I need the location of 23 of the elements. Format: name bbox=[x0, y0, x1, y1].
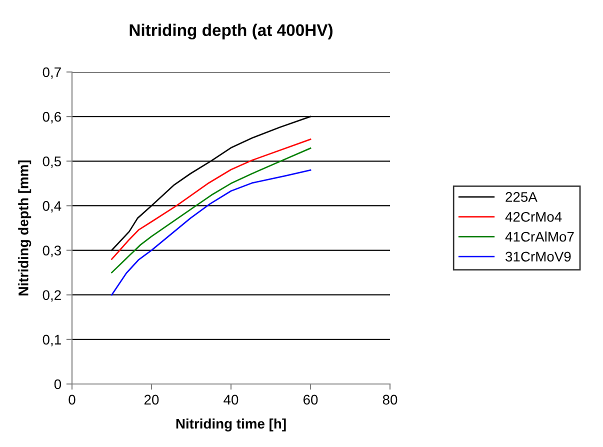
x-tick-label: 20 bbox=[144, 394, 159, 405]
y-tick-label: 0,7 bbox=[42, 67, 61, 79]
chart-title: Nitriding depth (at 400HV) bbox=[130, 24, 332, 40]
legend-label: 31CrMoV9 bbox=[506, 252, 571, 262]
y-tick-label: 0,6 bbox=[42, 112, 61, 124]
line-series bbox=[111, 148, 312, 274]
y-tick-label: 0,2 bbox=[42, 290, 61, 302]
x-tick-label: 0 bbox=[68, 394, 76, 405]
line-series bbox=[111, 138, 312, 260]
y-tick-label: 0,4 bbox=[42, 201, 62, 213]
y-tick-label: 0,5 bbox=[42, 156, 62, 168]
x-tick-label: 60 bbox=[303, 394, 318, 405]
y-tick-label: 0,1 bbox=[42, 334, 61, 346]
x-tick-label: 40 bbox=[224, 394, 238, 405]
legend-label: 41CrAlMo7 bbox=[505, 231, 574, 242]
y-tick-label: 0,3 bbox=[42, 246, 61, 258]
y-tick-label: 0 bbox=[54, 379, 62, 390]
legend-label: 42CrMo4 bbox=[505, 212, 562, 222]
legend-label: 225A bbox=[506, 192, 538, 202]
x-tick-label: 80 bbox=[382, 394, 398, 405]
x-axis-title: Nitriding time [h] bbox=[176, 418, 286, 432]
line-series bbox=[111, 169, 312, 296]
y-axis-title: Nitriding depth [mm] bbox=[18, 160, 32, 296]
